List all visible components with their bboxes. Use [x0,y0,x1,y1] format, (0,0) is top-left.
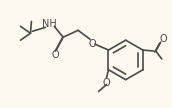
Text: O: O [160,34,168,44]
Text: O: O [88,39,96,49]
Text: O: O [103,78,110,88]
Text: O: O [51,50,59,60]
Text: NH: NH [42,19,57,29]
